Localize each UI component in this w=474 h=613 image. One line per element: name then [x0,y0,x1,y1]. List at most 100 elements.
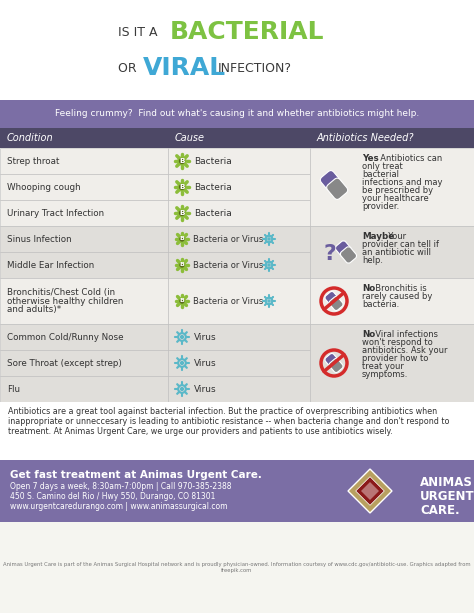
Text: rarely caused by: rarely caused by [362,292,432,301]
Text: Bacteria: Bacteria [194,183,232,191]
Text: Bacteria: Bacteria [194,208,232,218]
Text: bacterial: bacterial [362,170,399,179]
Text: Condition: Condition [7,133,54,143]
Circle shape [178,235,186,243]
Text: Virus: Virus [194,359,217,368]
Circle shape [176,367,178,368]
Circle shape [268,306,270,308]
Polygon shape [348,469,392,513]
Polygon shape [356,477,384,505]
Circle shape [176,341,178,343]
Circle shape [274,238,275,240]
Circle shape [263,238,264,240]
Text: www.urgentcaredurango.com | www.animassurgical.com: www.urgentcaredurango.com | www.animassu… [10,502,228,511]
Bar [0,278,168,324]
Bar [168,148,310,174]
Circle shape [268,259,270,260]
Circle shape [181,369,183,370]
Circle shape [264,268,266,270]
Text: antibiotics. Ask your: antibiotics. Ask your [362,346,447,355]
Circle shape [268,232,270,234]
FancyBboxPatch shape [340,246,357,263]
Bar [310,148,474,226]
Text: your healthcare: your healthcare [362,194,429,203]
Bar [0,324,168,350]
Bar [0,100,474,128]
Circle shape [181,395,183,397]
Text: symptoms.: symptoms. [362,370,409,379]
Text: Strep throat: Strep throat [7,156,59,166]
Circle shape [272,296,274,298]
Text: B: B [179,184,185,190]
Text: Sore Throat (except strep): Sore Throat (except strep) [7,359,122,368]
Circle shape [181,343,183,345]
Text: CARE.: CARE. [420,504,460,517]
Circle shape [176,332,178,333]
Text: Virus: Virus [194,332,217,341]
Circle shape [179,158,185,164]
Text: Bacteria or Virus: Bacteria or Virus [193,297,263,305]
Circle shape [180,387,184,391]
Circle shape [179,262,185,268]
Text: Virus: Virus [194,384,217,394]
Text: won't respond to: won't respond to [362,338,433,347]
FancyBboxPatch shape [335,241,352,257]
Circle shape [177,156,187,166]
Text: . Viral infections: . Viral infections [370,330,438,339]
Bar [0,252,168,278]
Circle shape [181,356,183,357]
Circle shape [268,295,270,296]
Text: . Antibiotics can: . Antibiotics can [374,154,442,163]
Circle shape [179,210,185,216]
Text: Yes: Yes [362,154,379,163]
Text: Common Cold/Runny Nose: Common Cold/Runny Nose [7,332,124,341]
Circle shape [177,208,187,218]
Circle shape [268,270,270,272]
Circle shape [178,261,186,269]
Text: No: No [362,330,375,339]
Circle shape [268,244,270,245]
Circle shape [263,300,264,302]
Text: help.: help. [362,256,383,265]
FancyBboxPatch shape [327,178,348,199]
Text: No: No [362,284,375,293]
Circle shape [272,304,274,306]
Circle shape [186,357,188,359]
Circle shape [186,384,188,385]
Text: Open 7 days a week, 8:30am-7:00pm | Call 970-385-2388: Open 7 days a week, 8:30am-7:00pm | Call… [10,482,231,491]
Bar [168,350,310,376]
Text: Middle Ear Infection: Middle Ear Infection [7,261,94,270]
Text: Whooping cough: Whooping cough [7,183,81,191]
Bar [0,226,168,252]
Circle shape [264,261,266,262]
Circle shape [272,268,274,270]
Text: ANIMAS: ANIMAS [420,476,473,489]
Text: otherwise healthy children: otherwise healthy children [7,297,123,305]
Polygon shape [361,482,379,500]
Circle shape [176,384,178,385]
Circle shape [267,237,271,241]
Circle shape [174,388,176,390]
Text: inappropriate or unneccesary is leading to antibiotic resistance -- when bacteri: inappropriate or unneccesary is leading … [8,417,449,426]
Bar [0,128,474,148]
Text: OR: OR [118,61,141,75]
Text: infections and may: infections and may [362,178,443,187]
Circle shape [174,362,176,364]
Text: B: B [180,262,184,267]
Circle shape [272,242,274,244]
Circle shape [274,264,275,265]
Text: . Your: . Your [383,232,406,241]
Bar [168,174,310,200]
Bar [168,278,310,324]
Circle shape [180,335,184,339]
FancyBboxPatch shape [329,297,343,311]
Circle shape [177,182,187,192]
Bar [0,522,474,613]
Bar [168,324,310,350]
Circle shape [264,242,266,244]
Text: B: B [179,210,185,216]
Circle shape [264,234,266,235]
Bar [168,376,310,402]
Text: and adults)*: and adults)* [7,305,61,314]
Text: Bacteria or Virus: Bacteria or Virus [193,235,263,243]
